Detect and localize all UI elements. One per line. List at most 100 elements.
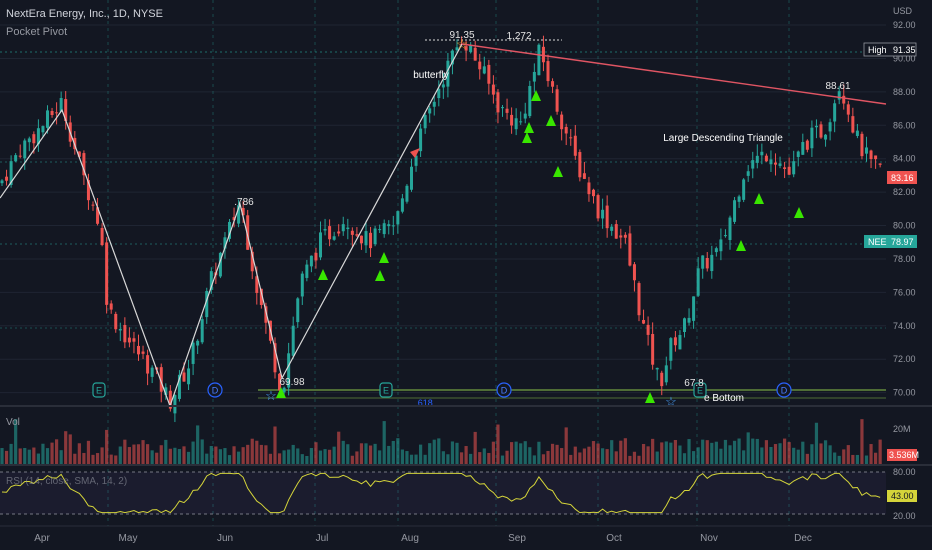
volume-bar [409,454,414,464]
candle-body [701,255,705,269]
volume-bar [578,452,582,464]
candle-body [496,92,500,113]
volume-bar [237,451,241,464]
last-price-value: 83.16 [891,173,914,183]
candle-body [505,108,509,113]
price-tick-label: 92.00 [893,20,916,30]
volume-bar [182,446,186,464]
volume-bar [305,455,309,464]
volume-bar [164,439,168,464]
volume-bar [660,442,664,464]
indicator-name[interactable]: Pocket Pivot [6,26,67,38]
volume-bar [0,448,4,464]
volume-bar [455,442,459,464]
candle-body [86,180,90,201]
volume-bar [441,451,445,464]
event-marker-label: E [697,386,703,396]
annotation-triangle: Large Descending Triangle [663,133,783,144]
volume-bar [601,448,605,464]
volume-bar [205,453,209,464]
candle-body [259,288,263,305]
volume-bar [136,444,141,464]
candle-body [346,227,350,230]
candle-body [582,173,586,179]
volume-bar [341,440,345,464]
rsi-label[interactable]: RSI (14, close, SMA, 14, 2) [6,476,127,487]
volume-bar [209,445,213,464]
nee-tag-value: 78.97 [891,237,914,247]
time-axis-month-label: May [119,533,138,544]
candle-body [842,95,846,104]
candle-body [137,345,140,355]
pocket-pivot-signal [794,207,804,218]
volume-bar [637,455,641,464]
earnings-event-icon[interactable] [693,382,707,398]
volume-bar [587,446,591,464]
volume-bar [496,424,500,464]
volume-bar [732,440,737,464]
volume-bar [751,438,755,464]
volume-bar [259,444,263,464]
candle-body [96,207,100,224]
volume-bar [710,442,714,464]
pocket-pivot-signal [379,252,389,263]
volume-bar [364,443,368,464]
candle-body [683,318,686,332]
nee-price-tag: NEE 78.97 [864,235,917,248]
candle-body [105,242,109,305]
price-tick-label: 84.00 [893,154,916,164]
pocket-pivot-signals [276,90,804,403]
earnings-event-icon[interactable] [379,382,393,398]
candle-body [560,114,564,130]
candle-body [673,337,677,346]
volume-label[interactable]: Vol [6,417,20,428]
volume-bar [132,444,136,464]
volume-bar [378,450,382,464]
dividend-event-icon[interactable] [776,382,792,398]
time-axis[interactable]: Apr May Jun Jul Aug Sep Oct Nov Dec [34,533,812,544]
candle-body [696,268,700,296]
volume-bar [309,448,313,464]
volume-bar [591,441,596,464]
pocket-pivot-signal [531,90,541,101]
volume-bar [141,440,145,464]
candle-body [705,257,709,269]
volume-bar [223,448,227,464]
candle-body [774,162,777,165]
candle-body [441,84,445,88]
volume-last-tag: 3.536M [889,450,919,460]
dividend-event-icon[interactable] [496,382,512,398]
pocket-pivot-signal [375,270,385,281]
earnings-event-icon[interactable] [92,382,106,398]
volume-bar [692,451,696,464]
event-marker-label: D [212,386,219,396]
event-marker-label: E [96,386,102,396]
candle-body [323,229,327,231]
candle-body [91,204,95,206]
volume-bar [673,439,677,464]
volume-bar [277,453,282,464]
volume-bar [214,446,218,464]
volume-bar [337,431,341,464]
candle-body [359,235,363,244]
price-axis[interactable]: USD 92.00 90.00 88.00 86.00 84.00 82.00 80.00 7… [893,6,916,398]
volume-bar [655,451,659,464]
volume-bar [105,429,109,464]
candle-body [41,126,45,133]
candle-body [541,46,545,63]
time-axis-month-label: Nov [700,533,718,544]
volume-bar [482,448,486,464]
volume-bar [742,450,746,464]
candle-body [46,110,49,128]
volume-bar [91,454,95,464]
volume-bar [564,427,568,464]
dividend-event-icon[interactable] [207,382,223,398]
candle-body [373,228,377,245]
pocket-pivot-signal [754,193,764,204]
candle-body [118,328,122,331]
candle-body [742,179,746,200]
candle-body [59,97,63,112]
volume-bars [0,419,882,464]
